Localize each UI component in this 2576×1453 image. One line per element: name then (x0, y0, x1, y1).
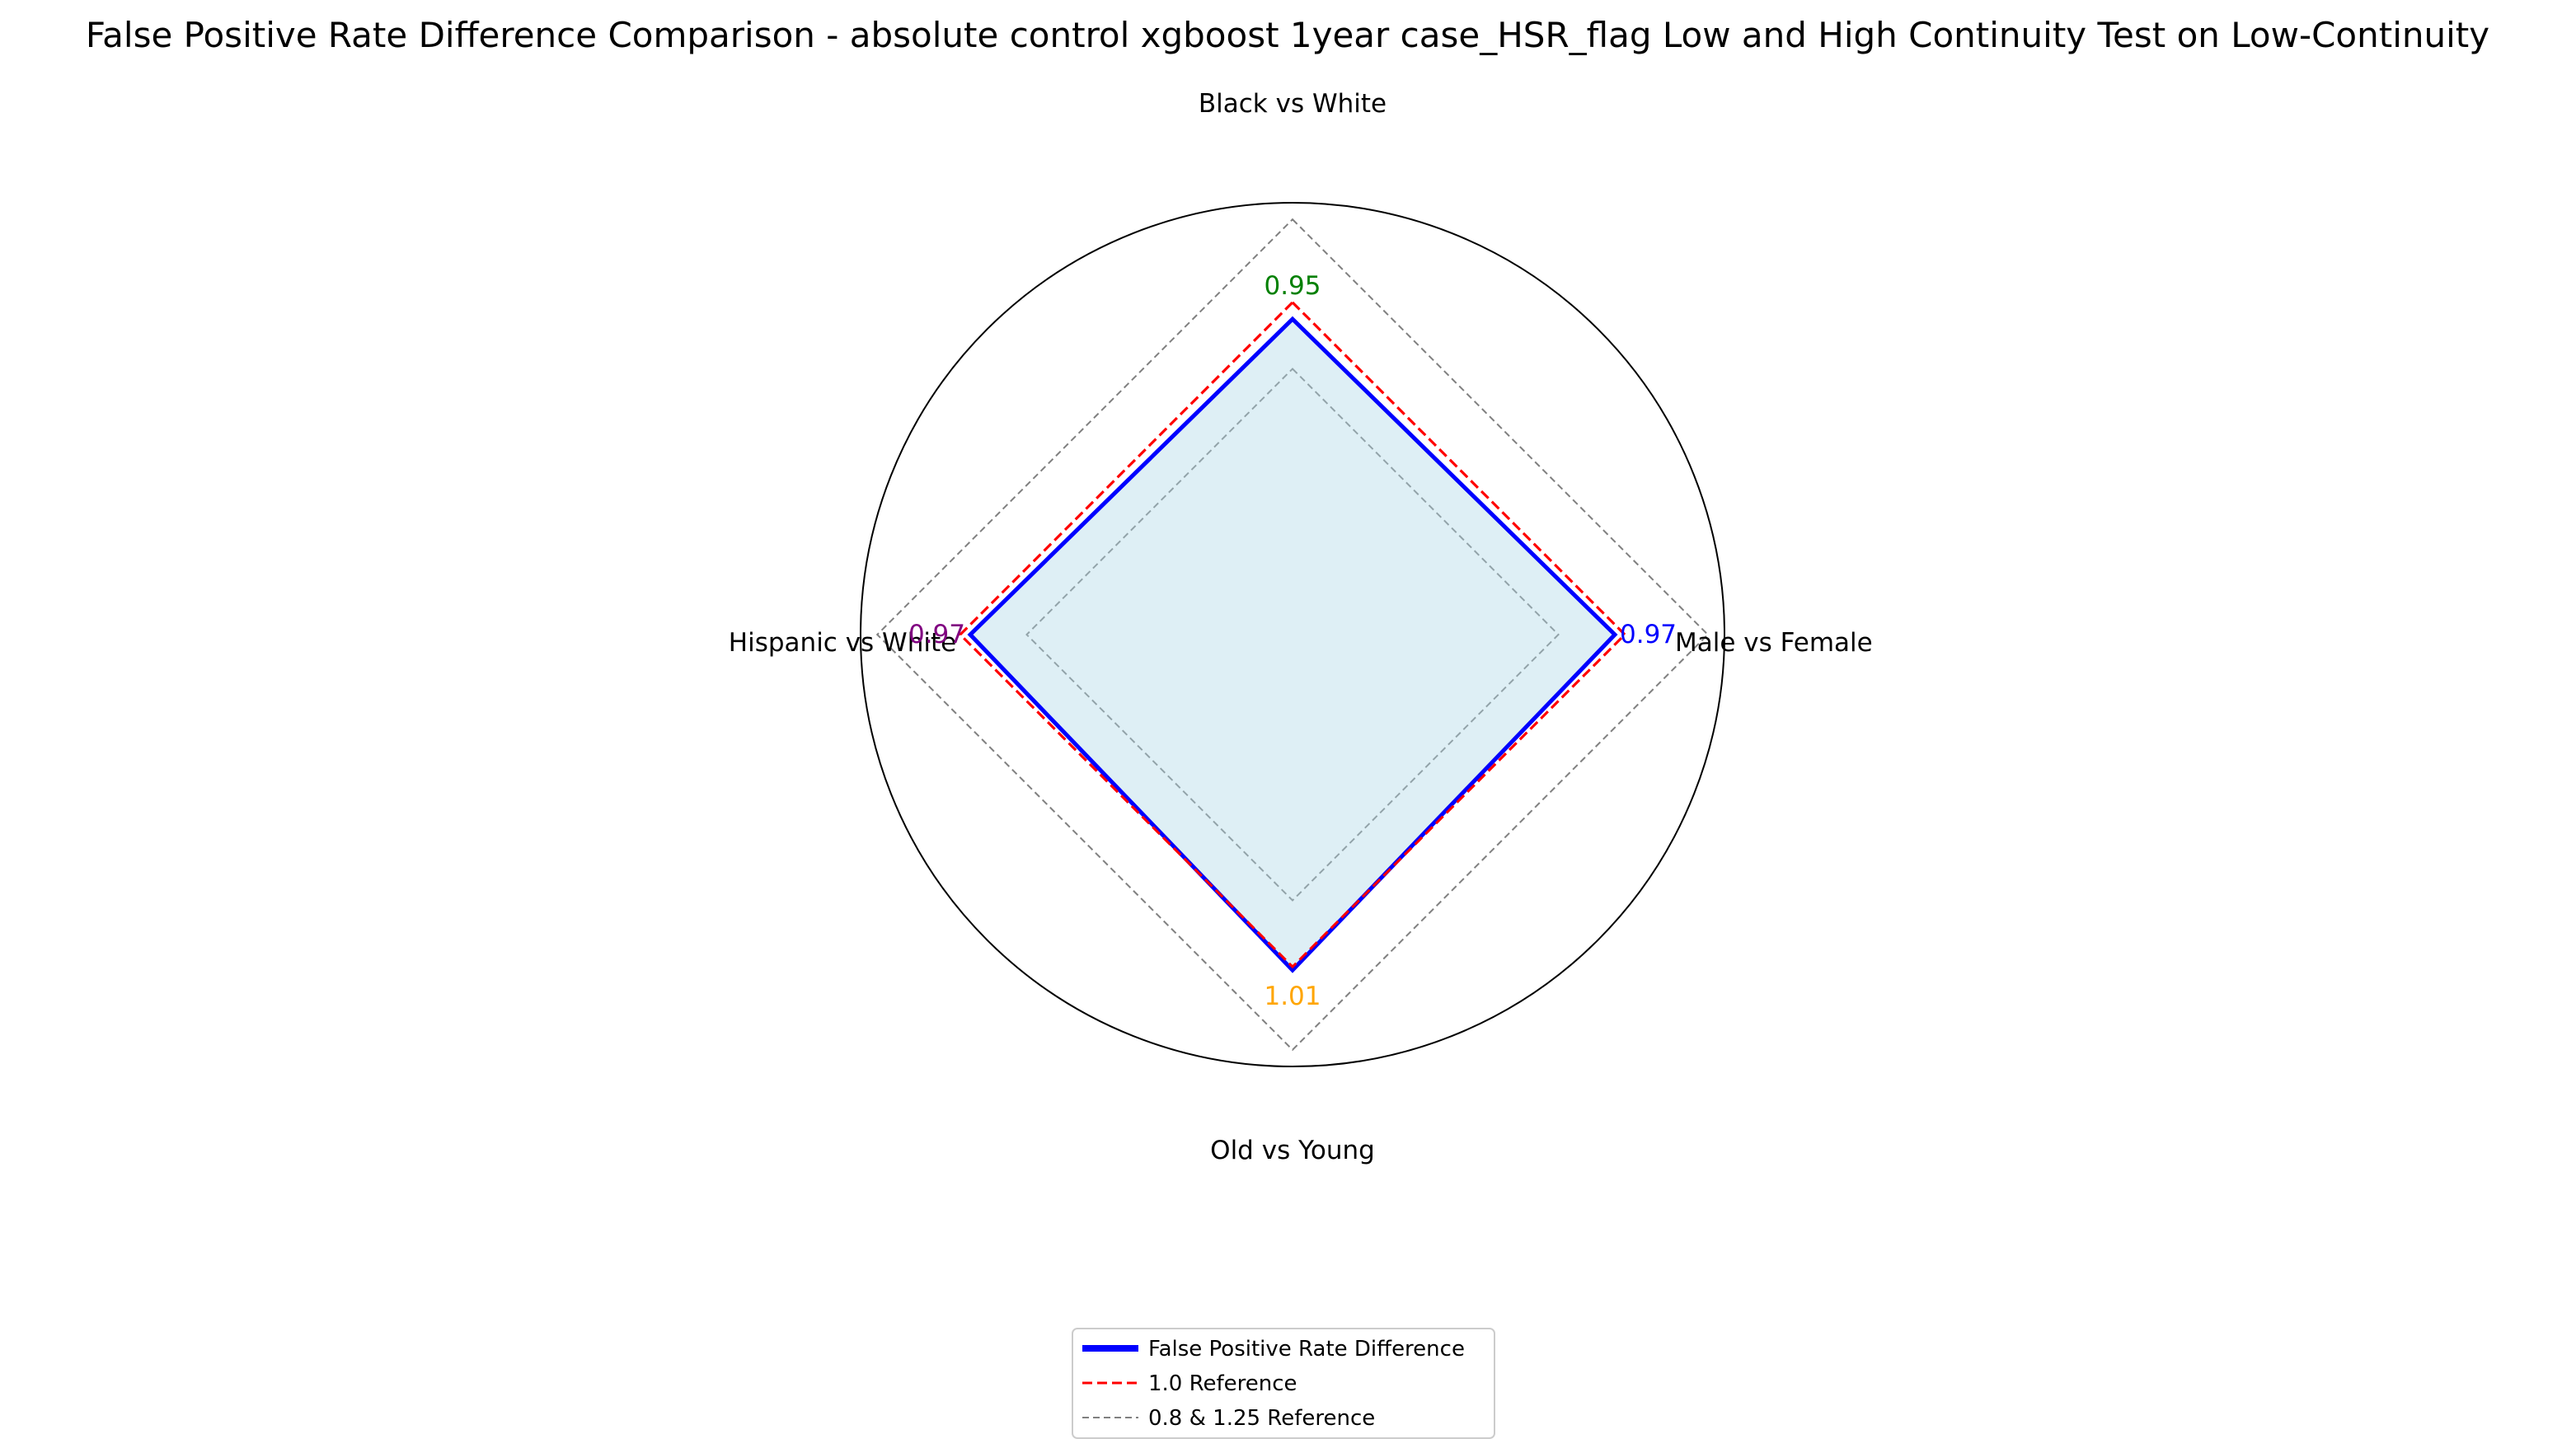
data-series (958, 300, 1627, 973)
legend-label-reference-2: 0.8 & 1.25 Reference (1148, 1406, 1375, 1431)
reference-polygon-1-0-overlay (958, 300, 1627, 969)
category-label-black-vs-white: Black vs White (1199, 89, 1387, 119)
category-label-male-vs-female: Male vs Female (1675, 628, 1873, 658)
legend-label-series: False Positive Rate Difference (1148, 1337, 1465, 1362)
value-labels: 0.95 0.97 1.01 0.97 (908, 271, 1677, 1011)
polar-frame-circle (860, 202, 1725, 1067)
value-label-male-vs-female: 0.97 (1620, 620, 1677, 649)
legend: False Positive Rate Difference 1.0 Refer… (1072, 1328, 1495, 1439)
legend-label-reference-1: 1.0 Reference (1148, 1371, 1297, 1396)
reference-polygon-1-25 (875, 218, 1710, 1052)
category-labels: Black vs White Male vs Female Old vs Young… (729, 89, 1873, 1165)
series-fill-area (970, 319, 1615, 971)
legend-box (1072, 1328, 1495, 1439)
reference-polygon-0-8 (1025, 368, 1560, 902)
value-label-old-vs-young: 1.01 (1264, 982, 1321, 1011)
value-label-black-vs-white: 0.95 (1264, 271, 1321, 301)
series-line (967, 316, 1618, 973)
chart-title: False Positive Rate Difference Compariso… (86, 15, 2489, 55)
category-label-old-vs-young: Old vs Young (1210, 1136, 1375, 1165)
value-label-hispanic-vs-white: 0.97 (908, 620, 965, 649)
category-label-hispanic-vs-white: Hispanic vs White (729, 628, 956, 658)
